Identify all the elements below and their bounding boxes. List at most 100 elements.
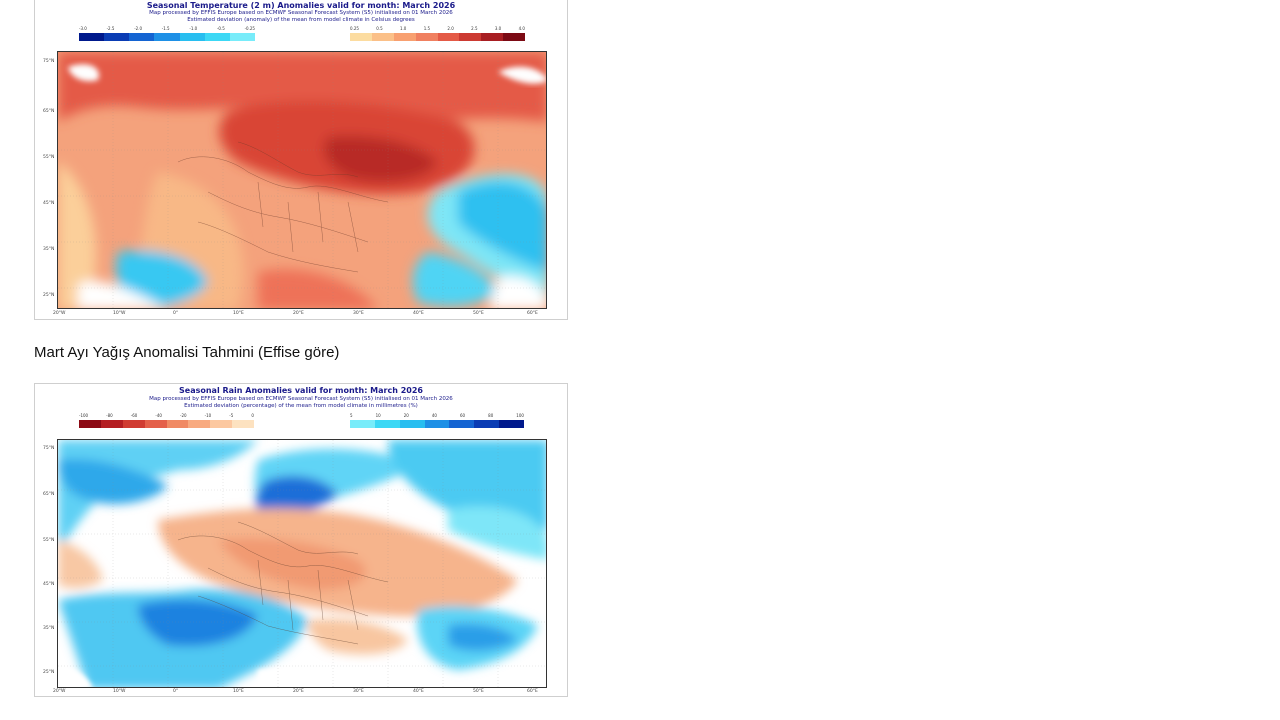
legend-swatch [459,33,482,41]
lon-label: 20°E [293,689,304,694]
legend-swatch [393,33,416,41]
map-title: Seasonal Temperature (2 m) Anomalies val… [146,1,456,10]
lon-label: 10°W [113,689,126,694]
legend-tick: 0.25 [350,26,359,31]
legend-swatch [437,33,460,41]
lon-label: 40°E [413,311,424,316]
lon-label: 30°E [353,689,364,694]
temperature-anomaly-field [58,52,546,308]
legend-tick: -2.5 [106,26,115,31]
legend-ticks-warm: 0.25 0.5 1.0 1.5 2.0 2.5 3.0 4.0 [350,26,525,31]
lon-label: 20°W [53,311,66,316]
legend-tick: -20 [180,413,187,418]
legend-bar-cold [79,33,255,41]
legend-tick: 3.0 [494,26,502,31]
lat-label: 25°N [43,293,55,298]
lat-label: 75°N [43,446,55,451]
legend-bar-dry [79,420,254,428]
legend-swatch [144,420,167,428]
rain-anomaly-field [58,440,546,687]
legend-tick: 80 [488,413,494,418]
legend-tick: -60 [130,413,138,418]
legend-swatch [122,420,145,428]
lat-label: 55°N [43,155,55,160]
legend-swatch [399,420,425,428]
lon-label: 40°E [413,689,424,694]
lon-label: 50°E [473,311,484,316]
lon-label: 20°E [293,311,304,316]
legend-swatch [166,420,189,428]
map-subtitle: Estimated deviation (percentage) of the … [184,403,418,409]
legend-tick: 1.0 [399,26,407,31]
map-area[interactable] [57,439,547,688]
lat-label: 35°N [43,626,55,631]
legend-swatch [374,420,400,428]
legend-swatch [79,420,101,428]
legend-swatch [503,33,525,41]
lat-label: 45°N [43,201,55,206]
legend-bar-wet [350,420,525,428]
lon-label: 10°E [233,311,244,316]
lon-label: 0° [173,689,179,694]
legend-swatch [204,33,230,41]
lat-label: 65°N [43,109,55,114]
legend-swatch [499,420,525,428]
legend-ticks-dry: -100 -80 -60 -40 -20 -10 -5 0 [79,413,254,418]
legend-tick: -0.5 [216,26,225,31]
lat-label: 35°N [43,247,55,252]
legend-tick: 1.5 [423,26,431,31]
legend-tick: 0.5 [376,26,383,31]
legend-swatch [424,420,450,428]
rain-anomaly-map[interactable]: Seasonal Rain Anomalies valid for month:… [34,383,568,697]
legend-swatch [232,420,254,428]
legend-swatch [100,420,123,428]
map-subtitle: Estimated deviation (anomaly) of the mea… [187,17,415,23]
legend-tick: 0 [251,413,254,418]
legend-tick: -10 [204,413,212,418]
legend-tick: 60 [460,413,466,418]
legend-swatch [371,33,394,41]
legend-tick: 100 [516,413,524,418]
legend-tick: 2.0 [447,26,454,31]
legend-swatch [79,33,105,41]
legend-swatch [154,33,180,41]
temperature-anomaly-map[interactable]: Seasonal Temperature (2 m) Anomalies val… [34,0,568,320]
legend-swatch [350,33,372,41]
legend-swatch [188,420,211,428]
lon-label: 60°E [527,689,538,694]
legend-bar-warm [350,33,525,41]
legend-swatch [350,420,375,428]
legend-swatch [481,33,504,41]
legend-swatch [129,33,155,41]
lon-label: 0° [173,311,179,316]
legend-swatch [179,33,205,41]
legend-tick: -100 [79,413,89,418]
lat-label: 45°N [43,582,55,587]
legend-tick: -1.5 [161,26,170,31]
lat-label: 25°N [43,670,55,675]
lon-label: 20°W [53,689,66,694]
legend-tick: -5 [229,413,234,418]
lat-label: 75°N [43,59,55,64]
legend-tick: 2.5 [471,26,478,31]
legend-tick: 20 [403,413,409,418]
map-area[interactable] [57,51,547,309]
map-subtitle: Map processed by EFFIS Europe based on E… [149,396,453,402]
legend-tick: -1.0 [189,26,198,31]
lon-label: 50°E [473,689,484,694]
legend-swatch [449,420,475,428]
legend-tick: -80 [106,413,113,418]
legend-swatch [104,33,130,41]
legend-swatch [415,33,438,41]
legend-tick: 10 [375,413,381,418]
lon-label: 10°E [233,689,244,694]
legend-swatch [210,420,233,428]
legend-tick: 5 [350,413,353,418]
legend-tick: -2.0 [134,26,142,31]
legend-tick: -0.25 [244,26,255,31]
legend-tick: -40 [155,413,162,418]
legend-tick: 4.0 [518,26,525,31]
legend-tick: -3.0 [79,26,87,31]
map-title: Seasonal Rain Anomalies valid for month:… [179,386,423,395]
rain-map-caption: Mart Ayı Yağış Anomalisi Tahmini (Effise… [34,344,340,361]
